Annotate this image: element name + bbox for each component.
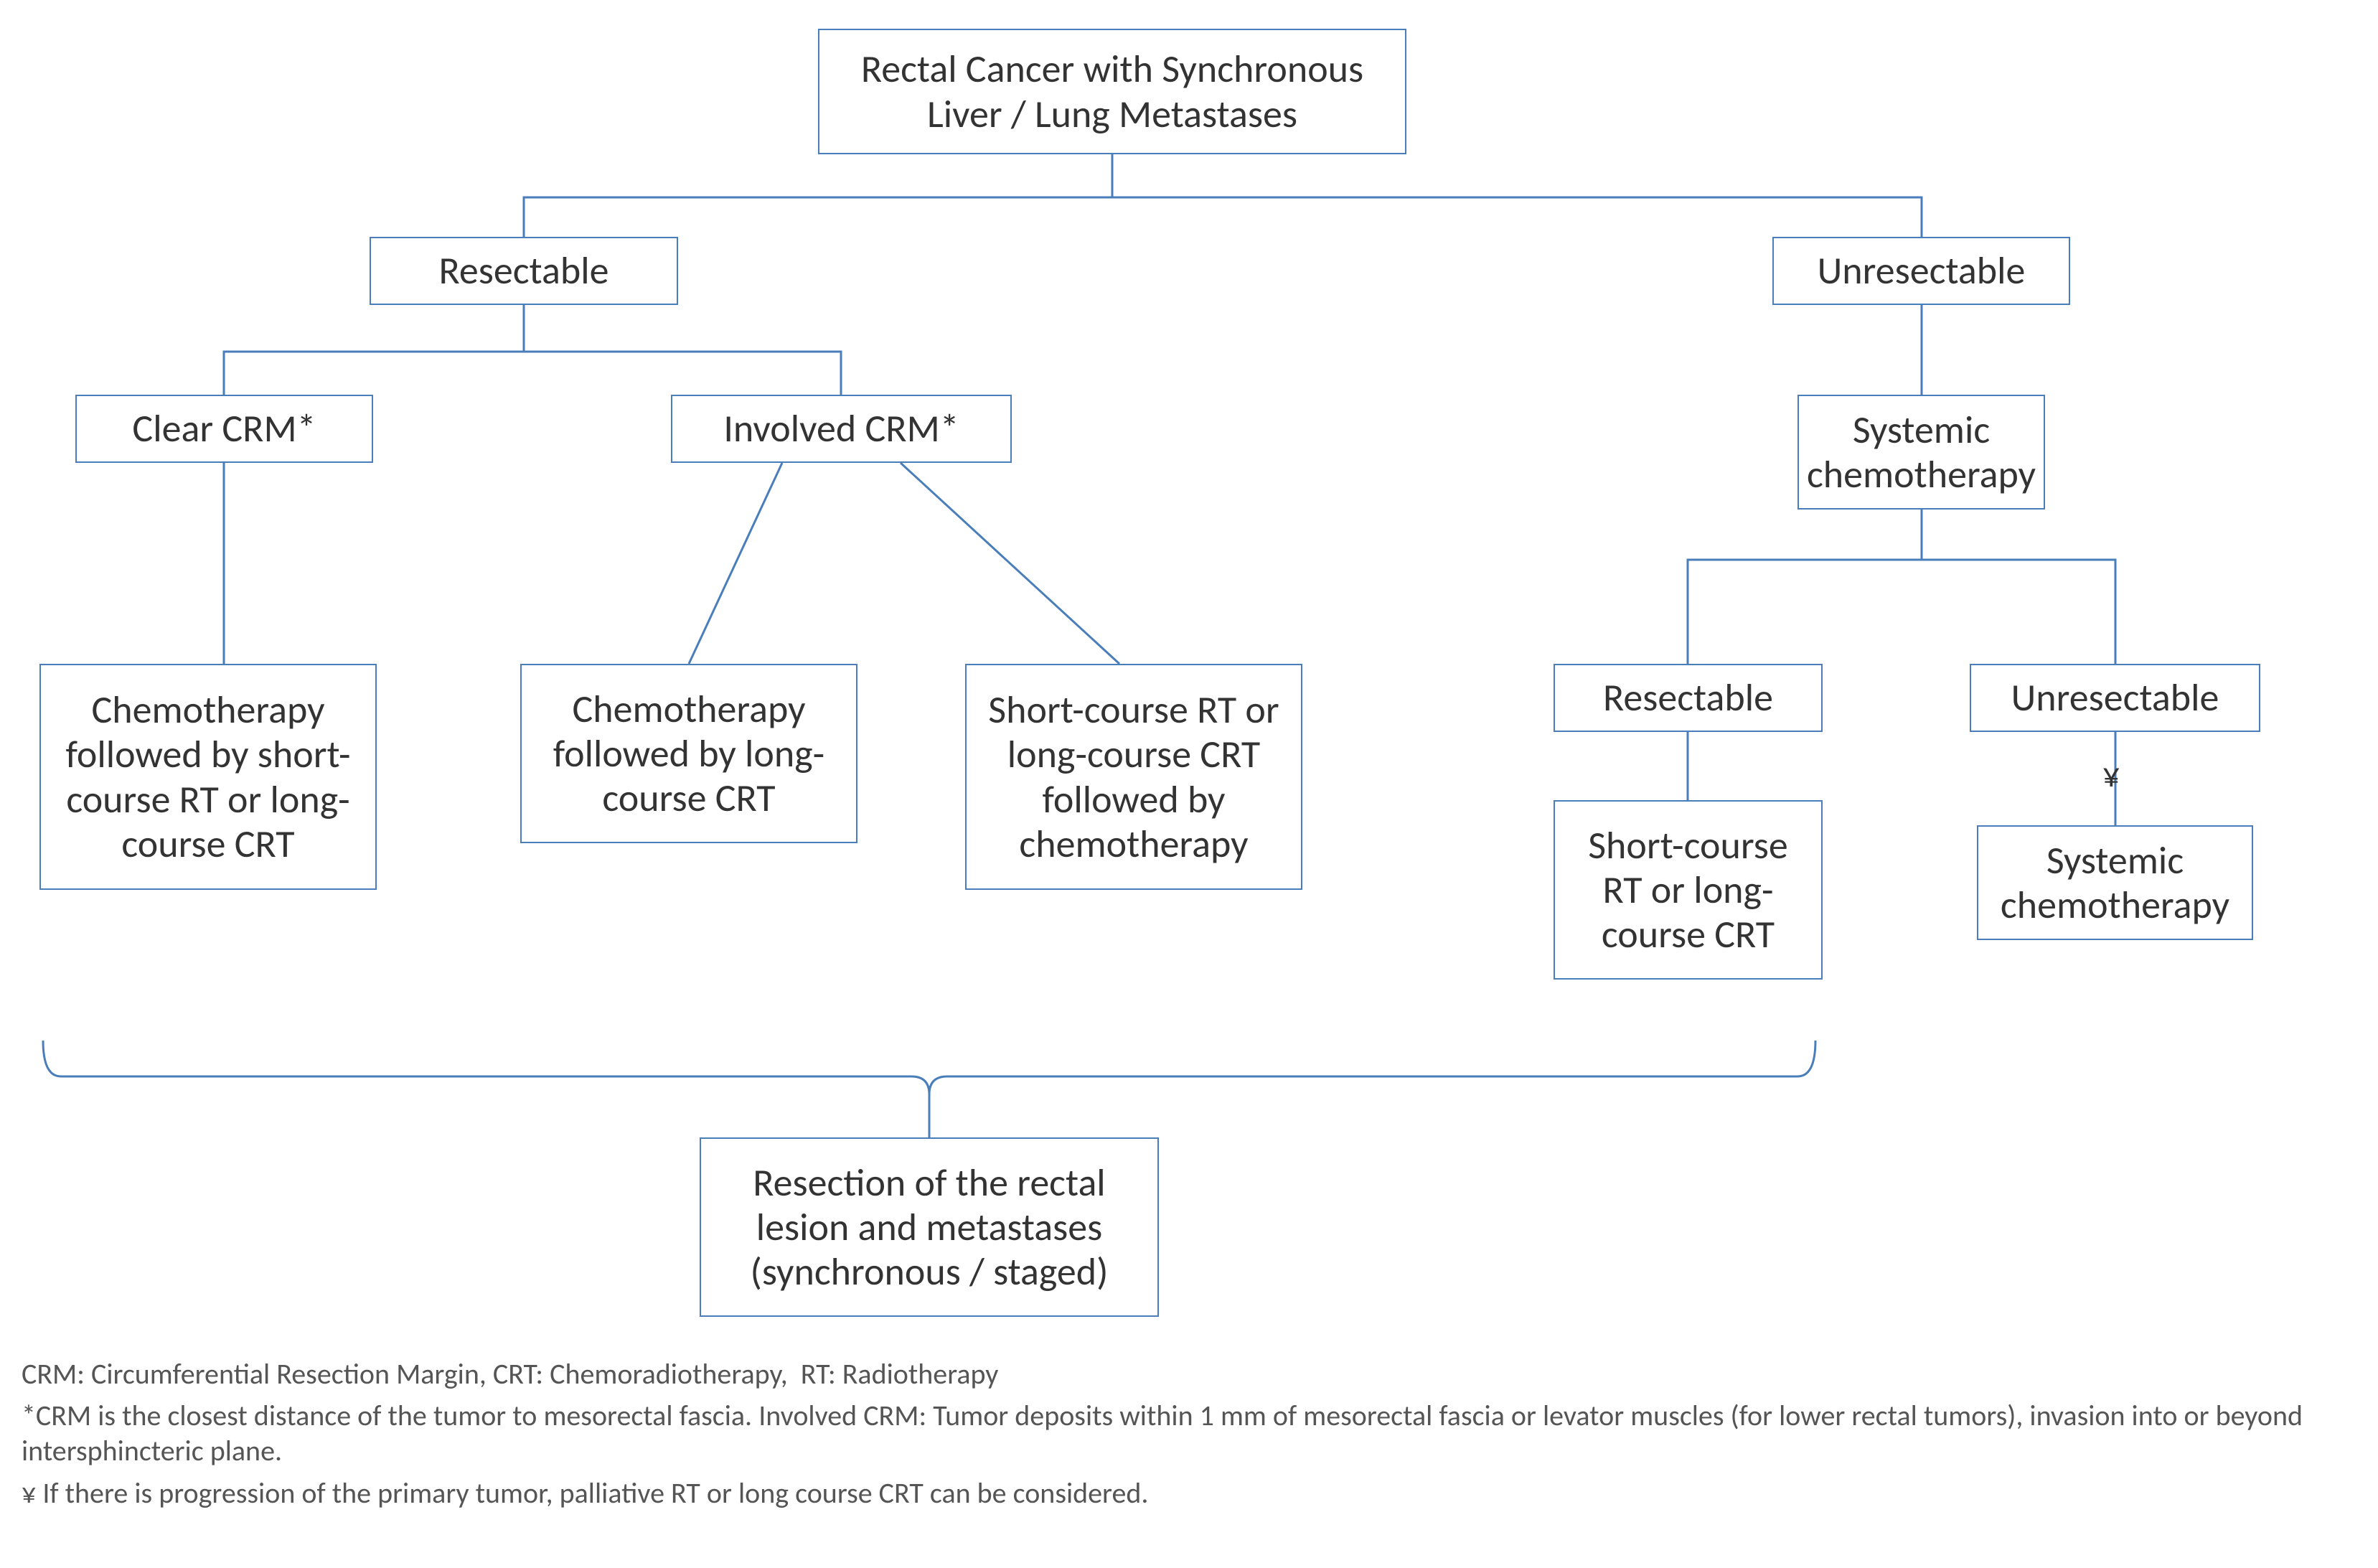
- node-root-label: Rectal Cancer with Synchronous Liver / L…: [834, 47, 1391, 136]
- node-clear-crm: Clear CRM*: [75, 395, 373, 463]
- node-resection: Resection of the rectal lesion and metas…: [700, 1137, 1159, 1317]
- node-systemic-chemo-1: Systemic chemotherapy: [1797, 395, 2045, 510]
- yen-marker-text: ¥: [2102, 754, 2120, 796]
- node-unresectable-2: Unresectable: [1970, 664, 2260, 732]
- node-unresectable-2-label: Unresectable: [2011, 675, 2219, 720]
- node-chemo-short-label: Chemotherapy followed by short-course RT…: [55, 687, 361, 865]
- node-chemo-short: Chemotherapy followed by short-course RT…: [39, 664, 377, 890]
- node-resectable-2-label: Resectable: [1603, 675, 1773, 720]
- yen-marker: ¥: [2102, 754, 2120, 796]
- node-shortrt-chemo-label: Short-course RT or long-course CRT follo…: [981, 687, 1287, 865]
- node-shortrt-long: Short-course RT or long-course CRT: [1554, 800, 1823, 980]
- node-resectable: Resectable: [370, 237, 678, 305]
- node-systemic-chemo-1-label: Systemic chemotherapy: [1807, 408, 2036, 497]
- flowchart-canvas: Rectal Cancer with Synchronous Liver / L…: [0, 0, 2378, 1568]
- node-systemic-chemo-2-label: Systemic chemotherapy: [1993, 838, 2237, 927]
- node-systemic-chemo-2: Systemic chemotherapy: [1977, 825, 2253, 940]
- node-resectable-label: Resectable: [439, 248, 609, 293]
- footnote-line-2: ¥ If there is progression of the primary…: [22, 1475, 2349, 1511]
- node-resectable-2: Resectable: [1554, 664, 1823, 732]
- node-shortrt-long-label: Short-course RT or long-course CRT: [1569, 823, 1807, 957]
- node-unresectable-label: Unresectable: [1818, 248, 2026, 293]
- node-shortrt-chemo: Short-course RT or long-course CRT follo…: [965, 664, 1302, 890]
- node-chemo-long-label: Chemotherapy followed by long-course CRT: [536, 687, 842, 820]
- node-chemo-long: Chemotherapy followed by long-course CRT: [520, 664, 857, 843]
- node-involved-crm: Involved CRM*: [671, 395, 1012, 463]
- node-clear-crm-label: Clear CRM*: [132, 406, 316, 451]
- footnote-line-0: CRM: Circumferential Resection Margin, C…: [22, 1356, 2349, 1391]
- node-unresectable: Unresectable: [1772, 237, 2070, 305]
- footnote-line-1: *CRM is the closest distance of the tumo…: [22, 1398, 2349, 1468]
- node-involved-crm-label: Involved CRM*: [723, 406, 959, 451]
- node-root: Rectal Cancer with Synchronous Liver / L…: [818, 29, 1406, 154]
- node-resection-label: Resection of the rectal lesion and metas…: [715, 1160, 1143, 1294]
